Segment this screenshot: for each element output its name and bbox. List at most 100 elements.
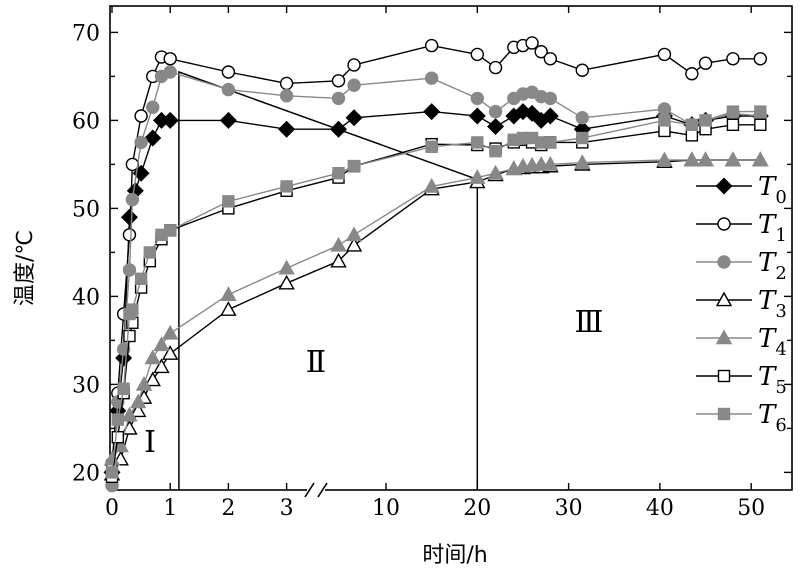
- data-point-t1: [347, 58, 361, 72]
- data-point-t6: [754, 105, 767, 118]
- data-point-t1: [424, 38, 439, 53]
- data-point-t4: [135, 375, 153, 391]
- legend-marker: [717, 255, 731, 269]
- data-point-t5: [658, 124, 671, 138]
- axis-break-gap: [307, 486, 325, 494]
- data-point-t6: [471, 136, 484, 149]
- data-point-t1: [534, 45, 548, 59]
- data-point-t0: [345, 109, 363, 127]
- data-point-t1: [122, 228, 137, 242]
- data-point-t2: [163, 65, 177, 79]
- data-point-t3: [345, 236, 363, 252]
- data-point-t2: [122, 263, 137, 277]
- data-point-t4: [697, 151, 714, 167]
- axis-break-mark-left: [304, 482, 315, 498]
- legend-marker: [715, 329, 733, 345]
- data-point-t2: [146, 100, 160, 114]
- x-tick-label: 3: [280, 496, 294, 521]
- data-point-t6: [489, 144, 502, 158]
- x-tick-label: 0: [105, 496, 119, 521]
- data-point-t0: [161, 111, 179, 129]
- region-boundaries: [178, 70, 479, 490]
- data-point-t4: [278, 259, 295, 275]
- legend-label: T0: [758, 172, 787, 208]
- region-label-1: Ⅰ: [144, 425, 156, 460]
- data-point-t4: [752, 151, 769, 167]
- y-tick-label: 30: [72, 373, 100, 398]
- data-point-t3: [220, 301, 237, 316]
- x-tick-label: 50: [737, 496, 765, 521]
- data-point-t2: [125, 192, 140, 207]
- data-point-t4: [574, 154, 591, 169]
- data-point-t6: [134, 272, 148, 285]
- data-point-t4: [345, 226, 363, 242]
- data-point-t6: [143, 246, 157, 259]
- data-point-t0: [330, 120, 348, 138]
- y-tick-label: 50: [72, 197, 100, 222]
- data-point-t0: [144, 129, 162, 147]
- data-point-t6: [332, 166, 345, 180]
- data-point-t6: [544, 136, 557, 149]
- data-point-t1: [134, 109, 148, 123]
- series-t5: [105, 118, 767, 483]
- data-point-t5: [754, 118, 767, 132]
- data-point-t6: [222, 195, 235, 208]
- legend-marker: [717, 369, 731, 383]
- data-point-t4: [220, 286, 237, 301]
- legend-item-t4: T4: [696, 324, 787, 360]
- data-point-t0: [541, 107, 559, 125]
- y-tick-label: 20: [72, 461, 100, 486]
- data-point-t2: [221, 82, 236, 97]
- legend-label: T1: [758, 210, 787, 246]
- data-point-t6: [699, 114, 712, 127]
- legend-label: T4: [758, 324, 787, 360]
- data-point-t0: [278, 120, 296, 138]
- series-line-t4: [111, 159, 761, 460]
- legend-item-t6: T6: [696, 400, 787, 436]
- data-point-t6: [111, 413, 125, 426]
- legend-item-t5: T5: [696, 362, 787, 398]
- data-point-t0: [523, 104, 541, 122]
- data-point-t0: [219, 111, 237, 129]
- data-point-t4: [121, 406, 138, 422]
- data-point-t3: [278, 274, 295, 290]
- data-point-t6: [105, 466, 119, 479]
- data-point-t1: [726, 52, 740, 66]
- legend-item-t2: T2: [696, 248, 787, 284]
- x-tick-label: 1: [163, 496, 177, 521]
- x-tick-label: 2: [221, 496, 235, 521]
- data-point-t5: [123, 329, 136, 343]
- series-line-t3: [111, 159, 761, 475]
- data-point-t4: [469, 169, 486, 184]
- legend-marker: [715, 291, 733, 307]
- data-point-t2: [424, 71, 439, 85]
- data-point-t2: [134, 135, 148, 150]
- data-point-t1: [488, 60, 503, 75]
- data-point-t0: [468, 107, 486, 125]
- series-t2: [105, 65, 768, 493]
- x-tick-label: 30: [555, 496, 583, 521]
- data-point-t1: [698, 56, 713, 70]
- series-t3: [103, 151, 769, 481]
- data-point-t1: [163, 52, 177, 66]
- legend-label: T5: [758, 362, 787, 398]
- data-point-t3: [330, 252, 347, 268]
- data-point-t2: [331, 91, 346, 106]
- data-point-t6: [726, 105, 740, 118]
- data-point-t1: [657, 47, 672, 62]
- region-boundary-line: [178, 70, 478, 490]
- data-point-t6: [347, 159, 361, 173]
- y-tick-label: 70: [72, 21, 100, 46]
- legend-label: T6: [758, 400, 787, 436]
- x-tick-label: 10: [372, 496, 400, 521]
- data-point-t2: [279, 89, 294, 103]
- data-point-t1: [753, 52, 768, 66]
- data-point-t4: [683, 151, 701, 167]
- x-tick-label: 40: [646, 496, 674, 521]
- series-t6: [105, 105, 767, 479]
- data-point-t6: [163, 224, 177, 237]
- data-point-t4: [162, 324, 179, 340]
- legend-marker: [715, 177, 733, 195]
